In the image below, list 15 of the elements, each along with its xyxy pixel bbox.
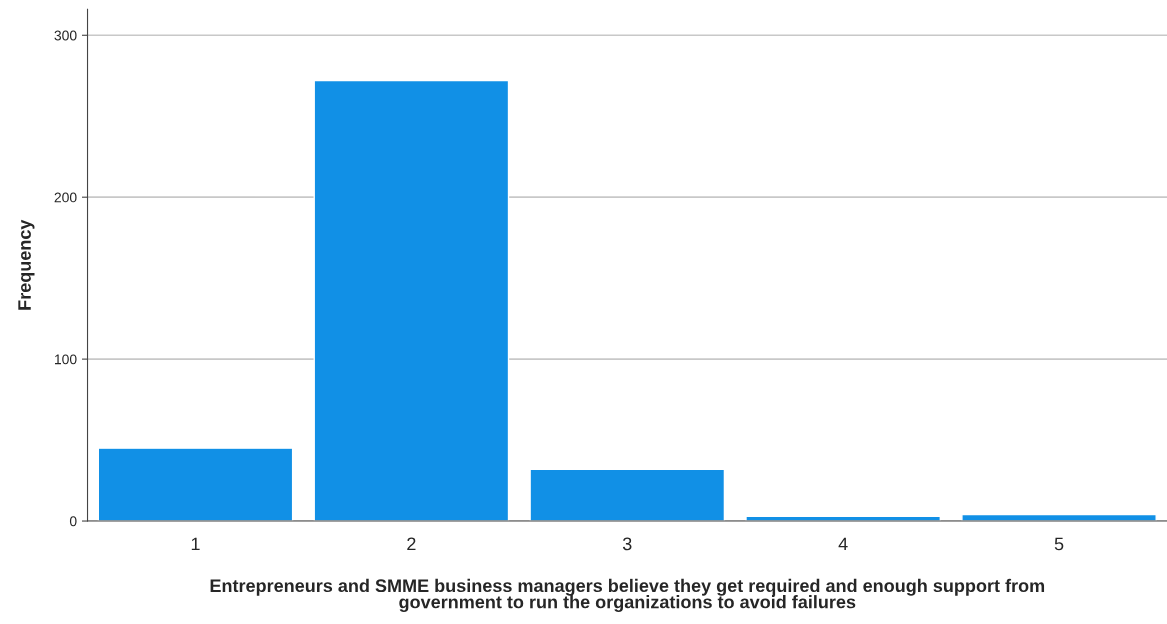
x-tick-label: 5	[1054, 537, 1064, 551]
bar	[97, 447, 294, 522]
y-tick-label: 100	[55, 354, 77, 365]
y-tick-label: 200	[54, 192, 77, 203]
bar	[313, 79, 510, 522]
bar	[745, 515, 942, 522]
y-tick-label: 0	[69, 516, 77, 527]
x-tick-label: 4	[838, 537, 848, 551]
bar	[529, 468, 726, 522]
x-tick-label: 1	[191, 537, 200, 551]
y-tick-label: 300	[54, 30, 77, 41]
x-tick-label: 2	[407, 537, 416, 551]
x-tick-label: 3	[622, 537, 632, 551]
y-axis-title: Frequency	[18, 219, 35, 310]
x-axis-title: Entrepreneurs and SMME business managers believe they get required and enough support from government to run the organizations to avoid failures	[210, 578, 1045, 613]
